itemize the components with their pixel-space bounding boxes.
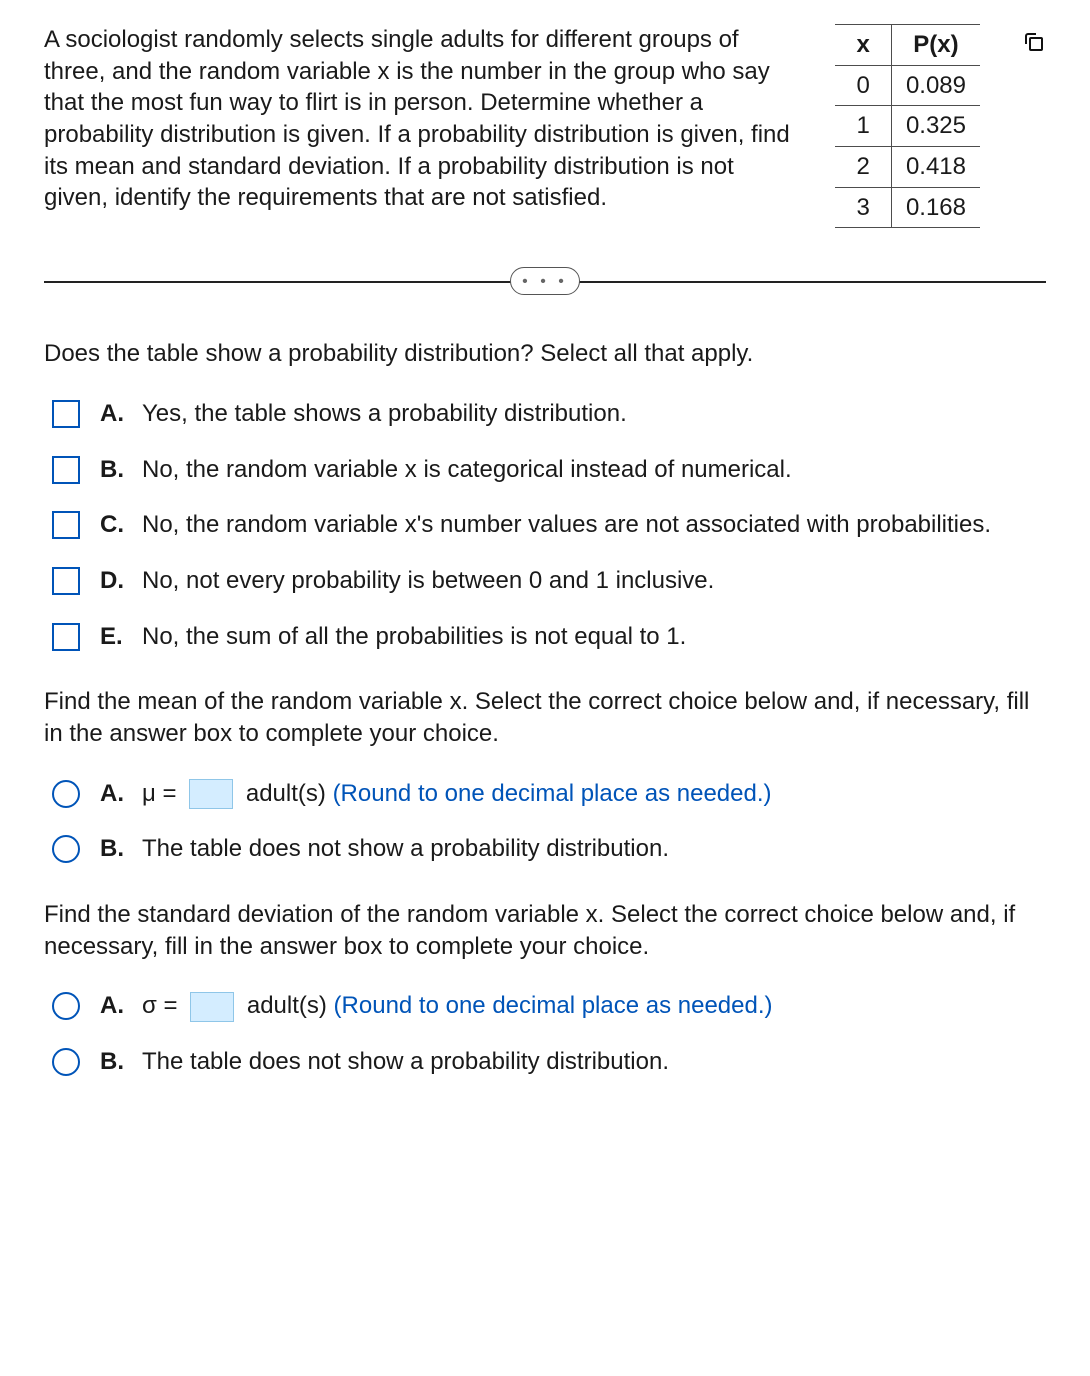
sigma-prefix: σ = (142, 992, 178, 1019)
q1-checkbox-b[interactable] (52, 456, 80, 484)
table-head-x: x (835, 25, 891, 66)
choice-letter: D. (100, 565, 134, 597)
sigma-suffix: adult(s) (247, 992, 334, 1019)
q1-option-c: No, the random variable x's number value… (142, 509, 1046, 541)
table-head-px: P(x) (891, 25, 980, 66)
q1-checkbox-e[interactable] (52, 623, 80, 651)
mean-input[interactable] (189, 779, 233, 809)
copy-table-icon[interactable] (1022, 30, 1046, 63)
q1-stem: Does the table show a probability distri… (44, 338, 1046, 370)
q3-option-b: The table does not show a probability di… (142, 1046, 1046, 1078)
round-hint: (Round to one decimal place as needed.) (334, 992, 773, 1019)
problem-statement: A sociologist randomly selects single ad… (44, 24, 803, 214)
table-cell-p: 0.418 (891, 147, 980, 188)
table-row: 1 0.325 (835, 106, 980, 147)
choice-letter: E. (100, 621, 134, 653)
choice-letter: B. (100, 1046, 134, 1078)
table-cell-x: 2 (835, 147, 891, 188)
choice-letter: B. (100, 833, 134, 865)
table-cell-x: 0 (835, 65, 891, 106)
q2-stem: Find the mean of the random variable x. … (44, 686, 1046, 749)
q3-stem: Find the standard deviation of the rando… (44, 899, 1046, 962)
q3-option-a: σ = adult(s) (Round to one decimal place… (142, 990, 1046, 1022)
q1-option-b: No, the random variable x is categorical… (142, 454, 1046, 486)
show-more-button[interactable]: • • • (510, 267, 580, 295)
sd-input[interactable] (190, 992, 234, 1022)
q2-option-b: The table does not show a probability di… (142, 833, 1046, 865)
q1-checkbox-a[interactable] (52, 400, 80, 428)
q1-option-a: Yes, the table shows a probability distr… (142, 398, 1046, 430)
table-row: 2 0.418 (835, 147, 980, 188)
probability-table: x P(x) 0 0.089 1 0.325 2 0.418 3 0.168 (835, 24, 980, 228)
q2-option-a: μ = adult(s) (Round to one decimal place… (142, 778, 1046, 810)
mu-prefix: μ = (142, 780, 177, 807)
table-cell-p: 0.168 (891, 187, 980, 228)
q3-radio-a[interactable] (52, 992, 80, 1020)
table-cell-x: 3 (835, 187, 891, 228)
table-row: 0 0.089 (835, 65, 980, 106)
choice-letter: B. (100, 454, 134, 486)
choice-letter: A. (100, 990, 134, 1022)
choice-letter: A. (100, 778, 134, 810)
q1-option-e: No, the sum of all the probabilities is … (142, 621, 1046, 653)
q2-radio-a[interactable] (52, 780, 80, 808)
q2-radio-b[interactable] (52, 835, 80, 863)
q1-checkbox-c[interactable] (52, 511, 80, 539)
choice-letter: C. (100, 509, 134, 541)
table-cell-p: 0.325 (891, 106, 980, 147)
table-cell-p: 0.089 (891, 65, 980, 106)
round-hint: (Round to one decimal place as needed.) (333, 780, 772, 807)
table-row: 3 0.168 (835, 187, 980, 228)
q1-option-d: No, not every probability is between 0 a… (142, 565, 1046, 597)
choice-letter: A. (100, 398, 134, 430)
table-cell-x: 1 (835, 106, 891, 147)
q1-checkbox-d[interactable] (52, 567, 80, 595)
mu-suffix: adult(s) (246, 780, 333, 807)
q3-radio-b[interactable] (52, 1048, 80, 1076)
